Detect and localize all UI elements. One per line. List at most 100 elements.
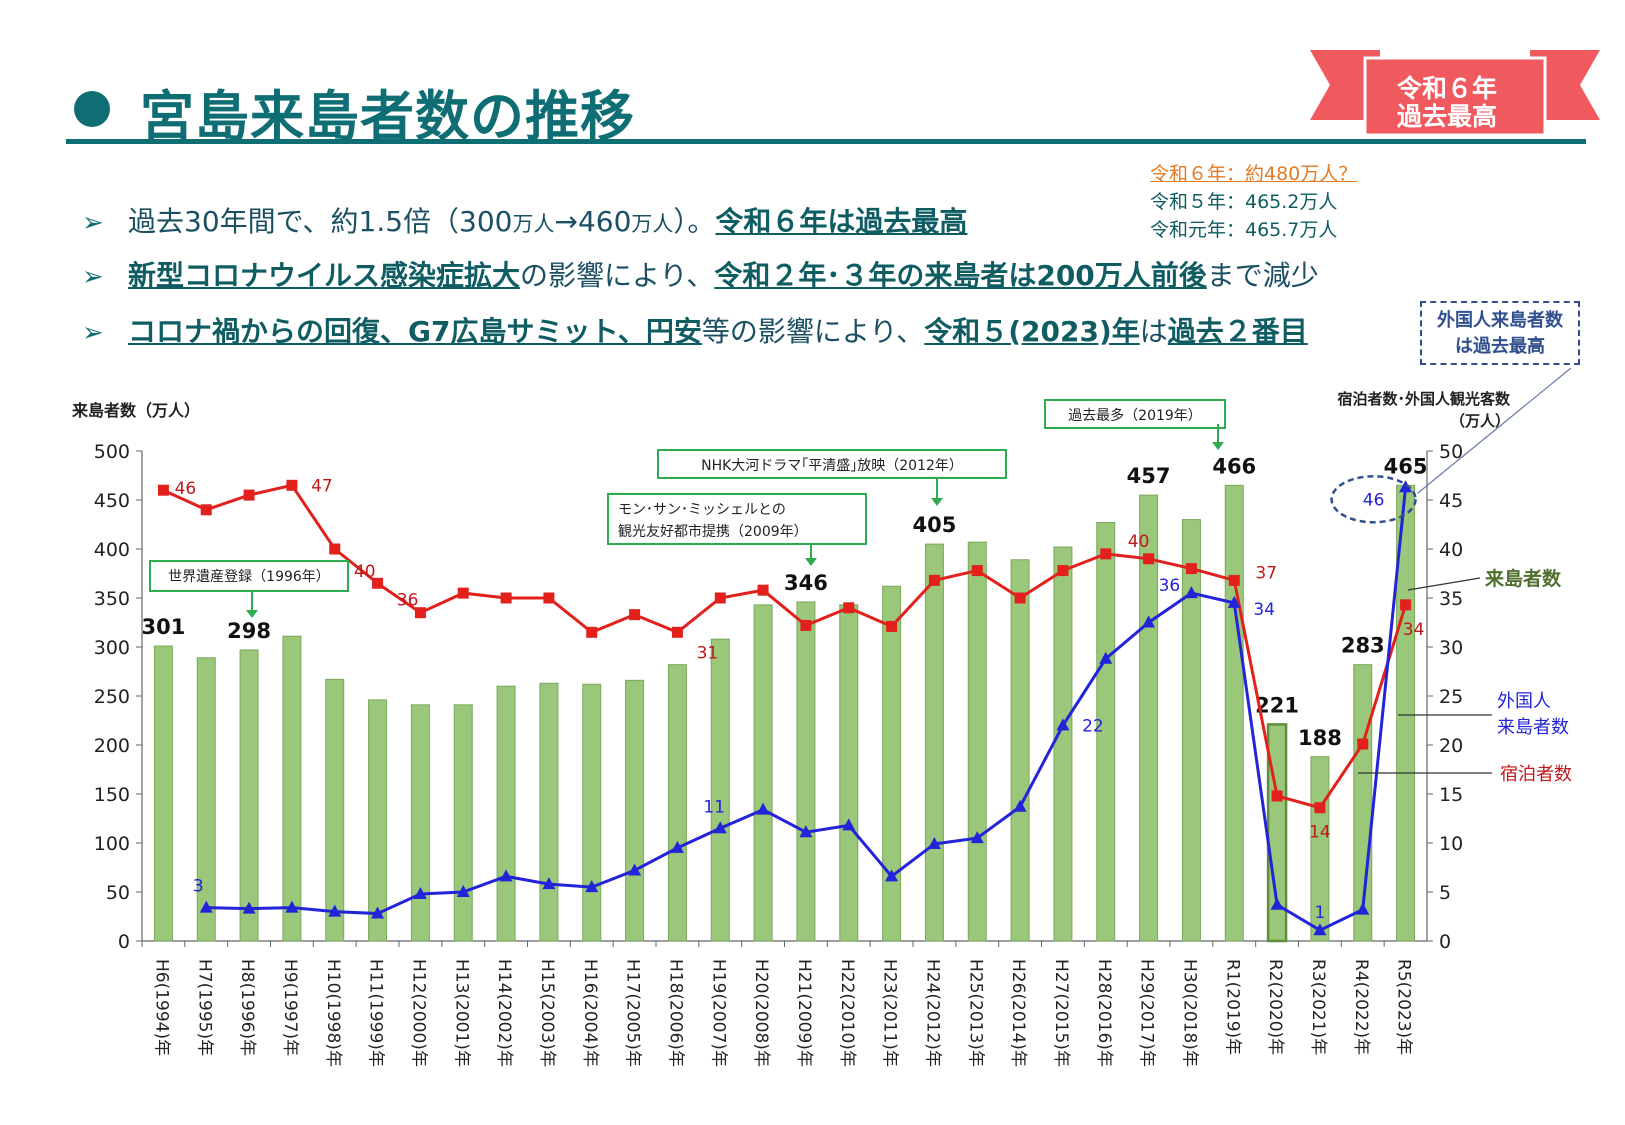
- stay-marker: [714, 592, 726, 604]
- x-tick-label: H30(2018)年: [1179, 959, 1199, 1067]
- legend-foreign: 来島者数: [1497, 717, 1569, 738]
- foreign-marker: [542, 877, 556, 890]
- bullet-3: ➢ コロナ禍からの回復、G7広島サミット、円安等の影響により、令和５(2023)年…: [82, 310, 1308, 350]
- visitor-bar-label: 301: [141, 615, 185, 639]
- foreign-note-line-2: は過去最高: [1455, 336, 1545, 357]
- annotation-text: 世界遺産登録（1996年）: [168, 569, 330, 585]
- right-tick-label: 45: [1439, 490, 1463, 512]
- right-tick-label: 30: [1439, 637, 1463, 659]
- visitor-bar: [1053, 546, 1073, 942]
- x-tick-label: R5(2023)年: [1394, 959, 1414, 1055]
- annotation-text: NHK大河ドラマ｢平清盛｣放映（2012年）: [701, 458, 963, 474]
- stay-value-label: 40: [354, 562, 376, 582]
- visitor-bar-label: 457: [1127, 464, 1171, 488]
- visitor-bar: [1224, 484, 1244, 942]
- x-tick-label: H16(2004)年: [580, 959, 600, 1067]
- left-axis-title: 来島者数（万人）: [71, 401, 200, 420]
- bullet-arrow-icon: ➢: [82, 318, 104, 348]
- x-tick-label: H9(1997)年: [280, 959, 300, 1056]
- bullet-2-text: まで減少: [1206, 259, 1319, 292]
- bullet-1-post: ）。: [673, 205, 716, 238]
- foreign-marker: [670, 840, 684, 853]
- visitor-bar: [924, 543, 944, 942]
- stay-marker: [757, 584, 769, 596]
- stay-marker: [500, 592, 512, 604]
- right-tick-label: 50: [1439, 441, 1463, 463]
- x-tick-label: H28(2016)年: [1094, 959, 1114, 1067]
- left-tick-label: 450: [94, 490, 130, 512]
- stay-marker: [200, 504, 212, 516]
- stay-value-label: 31: [697, 643, 719, 663]
- right-tick-label: 0: [1439, 931, 1451, 953]
- foreign-value-label: 46: [1363, 490, 1385, 510]
- left-tick-label: 0: [118, 931, 130, 953]
- legend-foreign: 外国人: [1497, 691, 1551, 712]
- annotation-box: [657, 449, 1007, 479]
- visitor-bar-label: 465: [1384, 454, 1428, 478]
- stay-marker: [157, 484, 169, 496]
- left-tick-label: 250: [94, 686, 130, 708]
- foreign-value-label: 11: [703, 797, 725, 817]
- bullet-2-emphasis: 新型コロナウイルス感染症拡大: [128, 259, 521, 292]
- bullet-arrow-icon: ➢: [82, 208, 104, 238]
- left-tick-label: 50: [106, 882, 130, 904]
- x-tick-label: H22(2010)年: [837, 959, 857, 1067]
- left-tick-label: 100: [94, 833, 130, 855]
- foreign-note-line-1: 外国人来島者数: [1437, 310, 1563, 331]
- x-tick-label: H26(2014)年: [1008, 959, 1028, 1067]
- visitor-bar: [196, 657, 216, 942]
- stay-marker: [414, 607, 426, 619]
- x-tick-label: H18(2006)年: [665, 959, 685, 1067]
- visitor-bar-label: 405: [912, 513, 956, 537]
- stay-value-label: 37: [1255, 563, 1277, 583]
- ribbon-line-1: 令和６年: [1396, 74, 1497, 103]
- bullet-1-unit: 万人: [512, 212, 555, 236]
- foreign-marker: [413, 886, 427, 899]
- foreign-marker: [713, 821, 727, 834]
- annotation-arrowhead-icon: [1212, 442, 1224, 450]
- x-tick-label: H25(2013)年: [965, 959, 985, 1067]
- stay-marker: [1314, 802, 1326, 814]
- stay-marker: [1400, 599, 1412, 611]
- x-tick-label: R1(2019)年: [1222, 959, 1242, 1055]
- bullet-3-emphasis: 過去２番目: [1167, 315, 1308, 348]
- stat-r1: 令和元年：465.7万人: [1150, 219, 1338, 241]
- annotation-arrowhead-icon: [805, 558, 817, 566]
- page-title: 宮島来島者数の推移: [140, 85, 635, 148]
- stay-value-label: 47: [311, 476, 333, 496]
- visitor-bar: [753, 604, 773, 942]
- foreign-value-label: 22: [1082, 716, 1104, 736]
- visitor-bar-label: 283: [1341, 634, 1385, 658]
- foreign-marker: [456, 885, 470, 897]
- stay-marker: [800, 619, 812, 631]
- foreign-marker: [799, 825, 813, 838]
- right-axis-title: （万人）: [1450, 412, 1510, 430]
- foreign-marker: [1313, 923, 1327, 936]
- visitor-bar: [1139, 494, 1159, 942]
- visitor-bar: [239, 649, 259, 942]
- foreign-marker: [756, 802, 770, 815]
- record-ribbon-icon: [1310, 50, 1600, 137]
- bullet-3-text: 等の影響により、: [701, 315, 925, 348]
- visitor-bar: [667, 664, 687, 942]
- visitor-bar: [625, 679, 645, 942]
- bullet-3-emphasis: 令和５(2023)年: [924, 315, 1140, 348]
- stay-value-label: 34: [1403, 620, 1425, 640]
- visitor-bar: [453, 704, 473, 942]
- visitor-bar: [410, 704, 430, 942]
- foreign-marker: [842, 818, 856, 831]
- left-tick-label: 400: [94, 539, 130, 561]
- x-tick-label: H10(1998)年: [323, 959, 343, 1067]
- annotation-text: 過去最多（2019年）: [1068, 407, 1202, 424]
- title-underline: [66, 139, 1586, 144]
- left-tick-label: 200: [94, 735, 130, 757]
- stay-marker: [1057, 565, 1069, 577]
- record-ribbon-text: 令和６年 過去最高: [1382, 75, 1512, 131]
- x-tick-label: H6(1994)年: [151, 959, 171, 1056]
- ribbon-line-2: 過去最高: [1396, 102, 1497, 131]
- visitor-bar: [1181, 519, 1201, 942]
- x-tick-label: H12(2000)年: [408, 959, 428, 1067]
- x-tick-label: H21(2009)年: [794, 959, 814, 1067]
- stay-marker: [928, 574, 940, 586]
